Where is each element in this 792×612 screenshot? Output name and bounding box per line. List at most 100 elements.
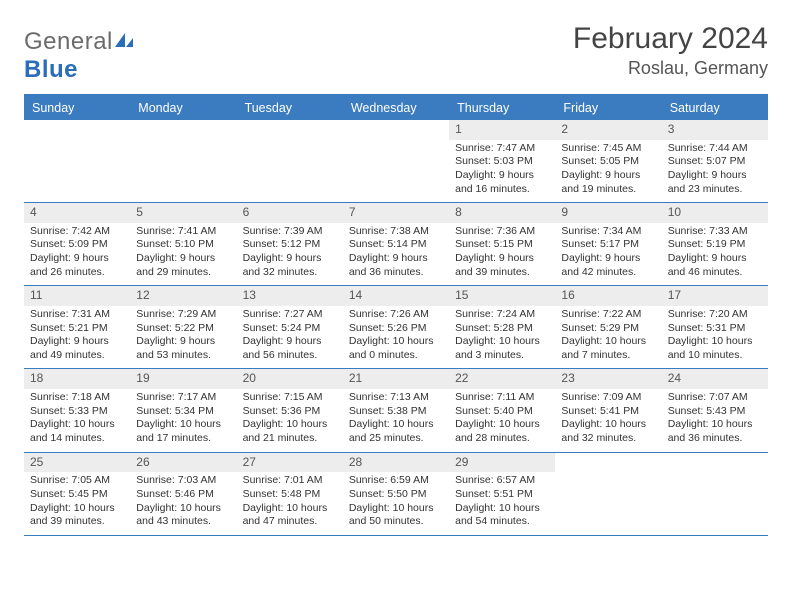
day-number: 3 xyxy=(662,120,768,140)
sunset-label: Sunset: xyxy=(136,238,172,250)
cell-body: Sunrise: 7:18 AMSunset: 5:33 PMDaylight:… xyxy=(24,391,130,452)
sunrise-label: Sunrise: xyxy=(561,225,600,237)
sunset-label: Sunset: xyxy=(243,238,279,250)
sunrise-line: Sunrise: 7:36 AM xyxy=(455,225,549,239)
sunset-line: Sunset: 5:10 PM xyxy=(136,238,230,252)
sunrise-value: 7:11 AM xyxy=(497,391,535,403)
cell-body: Sunrise: 7:42 AMSunset: 5:09 PMDaylight:… xyxy=(24,225,130,286)
calendar-cell xyxy=(130,120,236,202)
sunset-label: Sunset: xyxy=(30,238,66,250)
sunrise-value: 7:09 AM xyxy=(603,391,642,403)
daylight-line: Daylight: 10 hours and 21 minutes. xyxy=(243,418,337,445)
day-number xyxy=(130,120,236,140)
sunrise-value: 7:03 AM xyxy=(178,474,217,486)
cell-body: Sunrise: 7:09 AMSunset: 5:41 PMDaylight:… xyxy=(555,391,661,452)
sunset-value: 5:46 PM xyxy=(175,488,214,500)
sunset-label: Sunset: xyxy=(349,322,385,334)
calendar-cell: 21Sunrise: 7:13 AMSunset: 5:38 PMDayligh… xyxy=(343,369,449,451)
sunset-line: Sunset: 5:38 PM xyxy=(349,405,443,419)
sunrise-line: Sunrise: 7:29 AM xyxy=(136,308,230,322)
brand-name: GeneralBlue xyxy=(24,28,135,84)
sunrise-line: Sunrise: 7:38 AM xyxy=(349,225,443,239)
sunrise-label: Sunrise: xyxy=(30,225,69,237)
day-header: Friday xyxy=(555,96,661,120)
sunset-line: Sunset: 5:19 PM xyxy=(668,238,762,252)
sunset-value: 5:51 PM xyxy=(494,488,533,500)
cell-body: Sunrise: 7:01 AMSunset: 5:48 PMDaylight:… xyxy=(237,474,343,535)
calendar-cell: 17Sunrise: 7:20 AMSunset: 5:31 PMDayligh… xyxy=(662,286,768,368)
sunset-label: Sunset: xyxy=(561,322,597,334)
calendar-cell: 28Sunrise: 6:59 AMSunset: 5:50 PMDayligh… xyxy=(343,453,449,535)
sunrise-label: Sunrise: xyxy=(243,225,282,237)
day-number: 28 xyxy=(343,453,449,473)
sunrise-line: Sunrise: 7:01 AM xyxy=(243,474,337,488)
sunset-label: Sunset: xyxy=(455,155,491,167)
daylight-line: Daylight: 9 hours and 53 minutes. xyxy=(136,335,230,362)
day-number: 15 xyxy=(449,286,555,306)
sunset-label: Sunset: xyxy=(455,488,491,500)
sunset-label: Sunset: xyxy=(136,322,172,334)
sunset-line: Sunset: 5:07 PM xyxy=(668,155,762,169)
sunrise-label: Sunrise: xyxy=(30,474,69,486)
cell-body: Sunrise: 7:44 AMSunset: 5:07 PMDaylight:… xyxy=(662,142,768,203)
daylight-line: Daylight: 9 hours and 42 minutes. xyxy=(561,252,655,279)
day-header: Thursday xyxy=(449,96,555,120)
calendar-cell: 20Sunrise: 7:15 AMSunset: 5:36 PMDayligh… xyxy=(237,369,343,451)
daylight-line: Daylight: 10 hours and 54 minutes. xyxy=(455,502,549,529)
day-number: 26 xyxy=(130,453,236,473)
sunrise-label: Sunrise: xyxy=(349,391,388,403)
day-number: 21 xyxy=(343,369,449,389)
daylight-line: Daylight: 9 hours and 19 minutes. xyxy=(561,169,655,196)
cell-body: Sunrise: 7:38 AMSunset: 5:14 PMDaylight:… xyxy=(343,225,449,286)
sunrise-value: 7:07 AM xyxy=(709,391,748,403)
cell-body: Sunrise: 7:11 AMSunset: 5:40 PMDaylight:… xyxy=(449,391,555,452)
sunset-value: 5:22 PM xyxy=(175,322,214,334)
calendar-cell xyxy=(662,453,768,535)
sunrise-label: Sunrise: xyxy=(349,474,388,486)
calendar-cell xyxy=(24,120,130,202)
sunset-line: Sunset: 5:28 PM xyxy=(455,322,549,336)
day-number: 9 xyxy=(555,203,661,223)
sunrise-line: Sunrise: 7:34 AM xyxy=(561,225,655,239)
sunset-label: Sunset: xyxy=(30,322,66,334)
calendar-cell: 25Sunrise: 7:05 AMSunset: 5:45 PMDayligh… xyxy=(24,453,130,535)
calendar-cell: 16Sunrise: 7:22 AMSunset: 5:29 PMDayligh… xyxy=(555,286,661,368)
daylight-line: Daylight: 10 hours and 25 minutes. xyxy=(349,418,443,445)
sunrise-value: 7:31 AM xyxy=(71,308,110,320)
daylight-line: Daylight: 9 hours and 23 minutes. xyxy=(668,169,762,196)
sunset-label: Sunset: xyxy=(349,405,385,417)
calendar-table: SundayMondayTuesdayWednesdayThursdayFrid… xyxy=(24,94,768,536)
day-number: 10 xyxy=(662,203,768,223)
cell-body: Sunrise: 7:39 AMSunset: 5:12 PMDaylight:… xyxy=(237,225,343,286)
daylight-line: Daylight: 10 hours and 14 minutes. xyxy=(30,418,124,445)
sunset-label: Sunset: xyxy=(136,405,172,417)
sunset-line: Sunset: 5:33 PM xyxy=(30,405,124,419)
daylight-line: Daylight: 10 hours and 17 minutes. xyxy=(136,418,230,445)
sunrise-label: Sunrise: xyxy=(243,474,282,486)
sunset-value: 5:33 PM xyxy=(69,405,108,417)
sunset-label: Sunset: xyxy=(349,238,385,250)
sunrise-label: Sunrise: xyxy=(136,474,175,486)
sunrise-value: 7:27 AM xyxy=(284,308,323,320)
day-header: Saturday xyxy=(662,96,768,120)
day-header-row: SundayMondayTuesdayWednesdayThursdayFrid… xyxy=(24,96,768,120)
calendar-cell: 6Sunrise: 7:39 AMSunset: 5:12 PMDaylight… xyxy=(237,203,343,285)
sunset-label: Sunset: xyxy=(455,238,491,250)
sunset-line: Sunset: 5:43 PM xyxy=(668,405,762,419)
sunset-label: Sunset: xyxy=(243,405,279,417)
sunrise-value: 7:17 AM xyxy=(178,391,217,403)
cell-body: Sunrise: 7:07 AMSunset: 5:43 PMDaylight:… xyxy=(662,391,768,452)
sunrise-line: Sunrise: 7:42 AM xyxy=(30,225,124,239)
brand-name-part1: General xyxy=(24,28,113,55)
sunset-line: Sunset: 5:12 PM xyxy=(243,238,337,252)
sunset-value: 5:14 PM xyxy=(387,238,426,250)
sunset-line: Sunset: 5:51 PM xyxy=(455,488,549,502)
sunset-line: Sunset: 5:17 PM xyxy=(561,238,655,252)
calendar-cell: 29Sunrise: 6:57 AMSunset: 5:51 PMDayligh… xyxy=(449,453,555,535)
sunset-value: 5:38 PM xyxy=(387,405,426,417)
sunset-line: Sunset: 5:48 PM xyxy=(243,488,337,502)
sunrise-value: 7:41 AM xyxy=(178,225,217,237)
sunrise-line: Sunrise: 6:57 AM xyxy=(455,474,549,488)
sunset-line: Sunset: 5:36 PM xyxy=(243,405,337,419)
week-row: 25Sunrise: 7:05 AMSunset: 5:45 PMDayligh… xyxy=(24,453,768,536)
